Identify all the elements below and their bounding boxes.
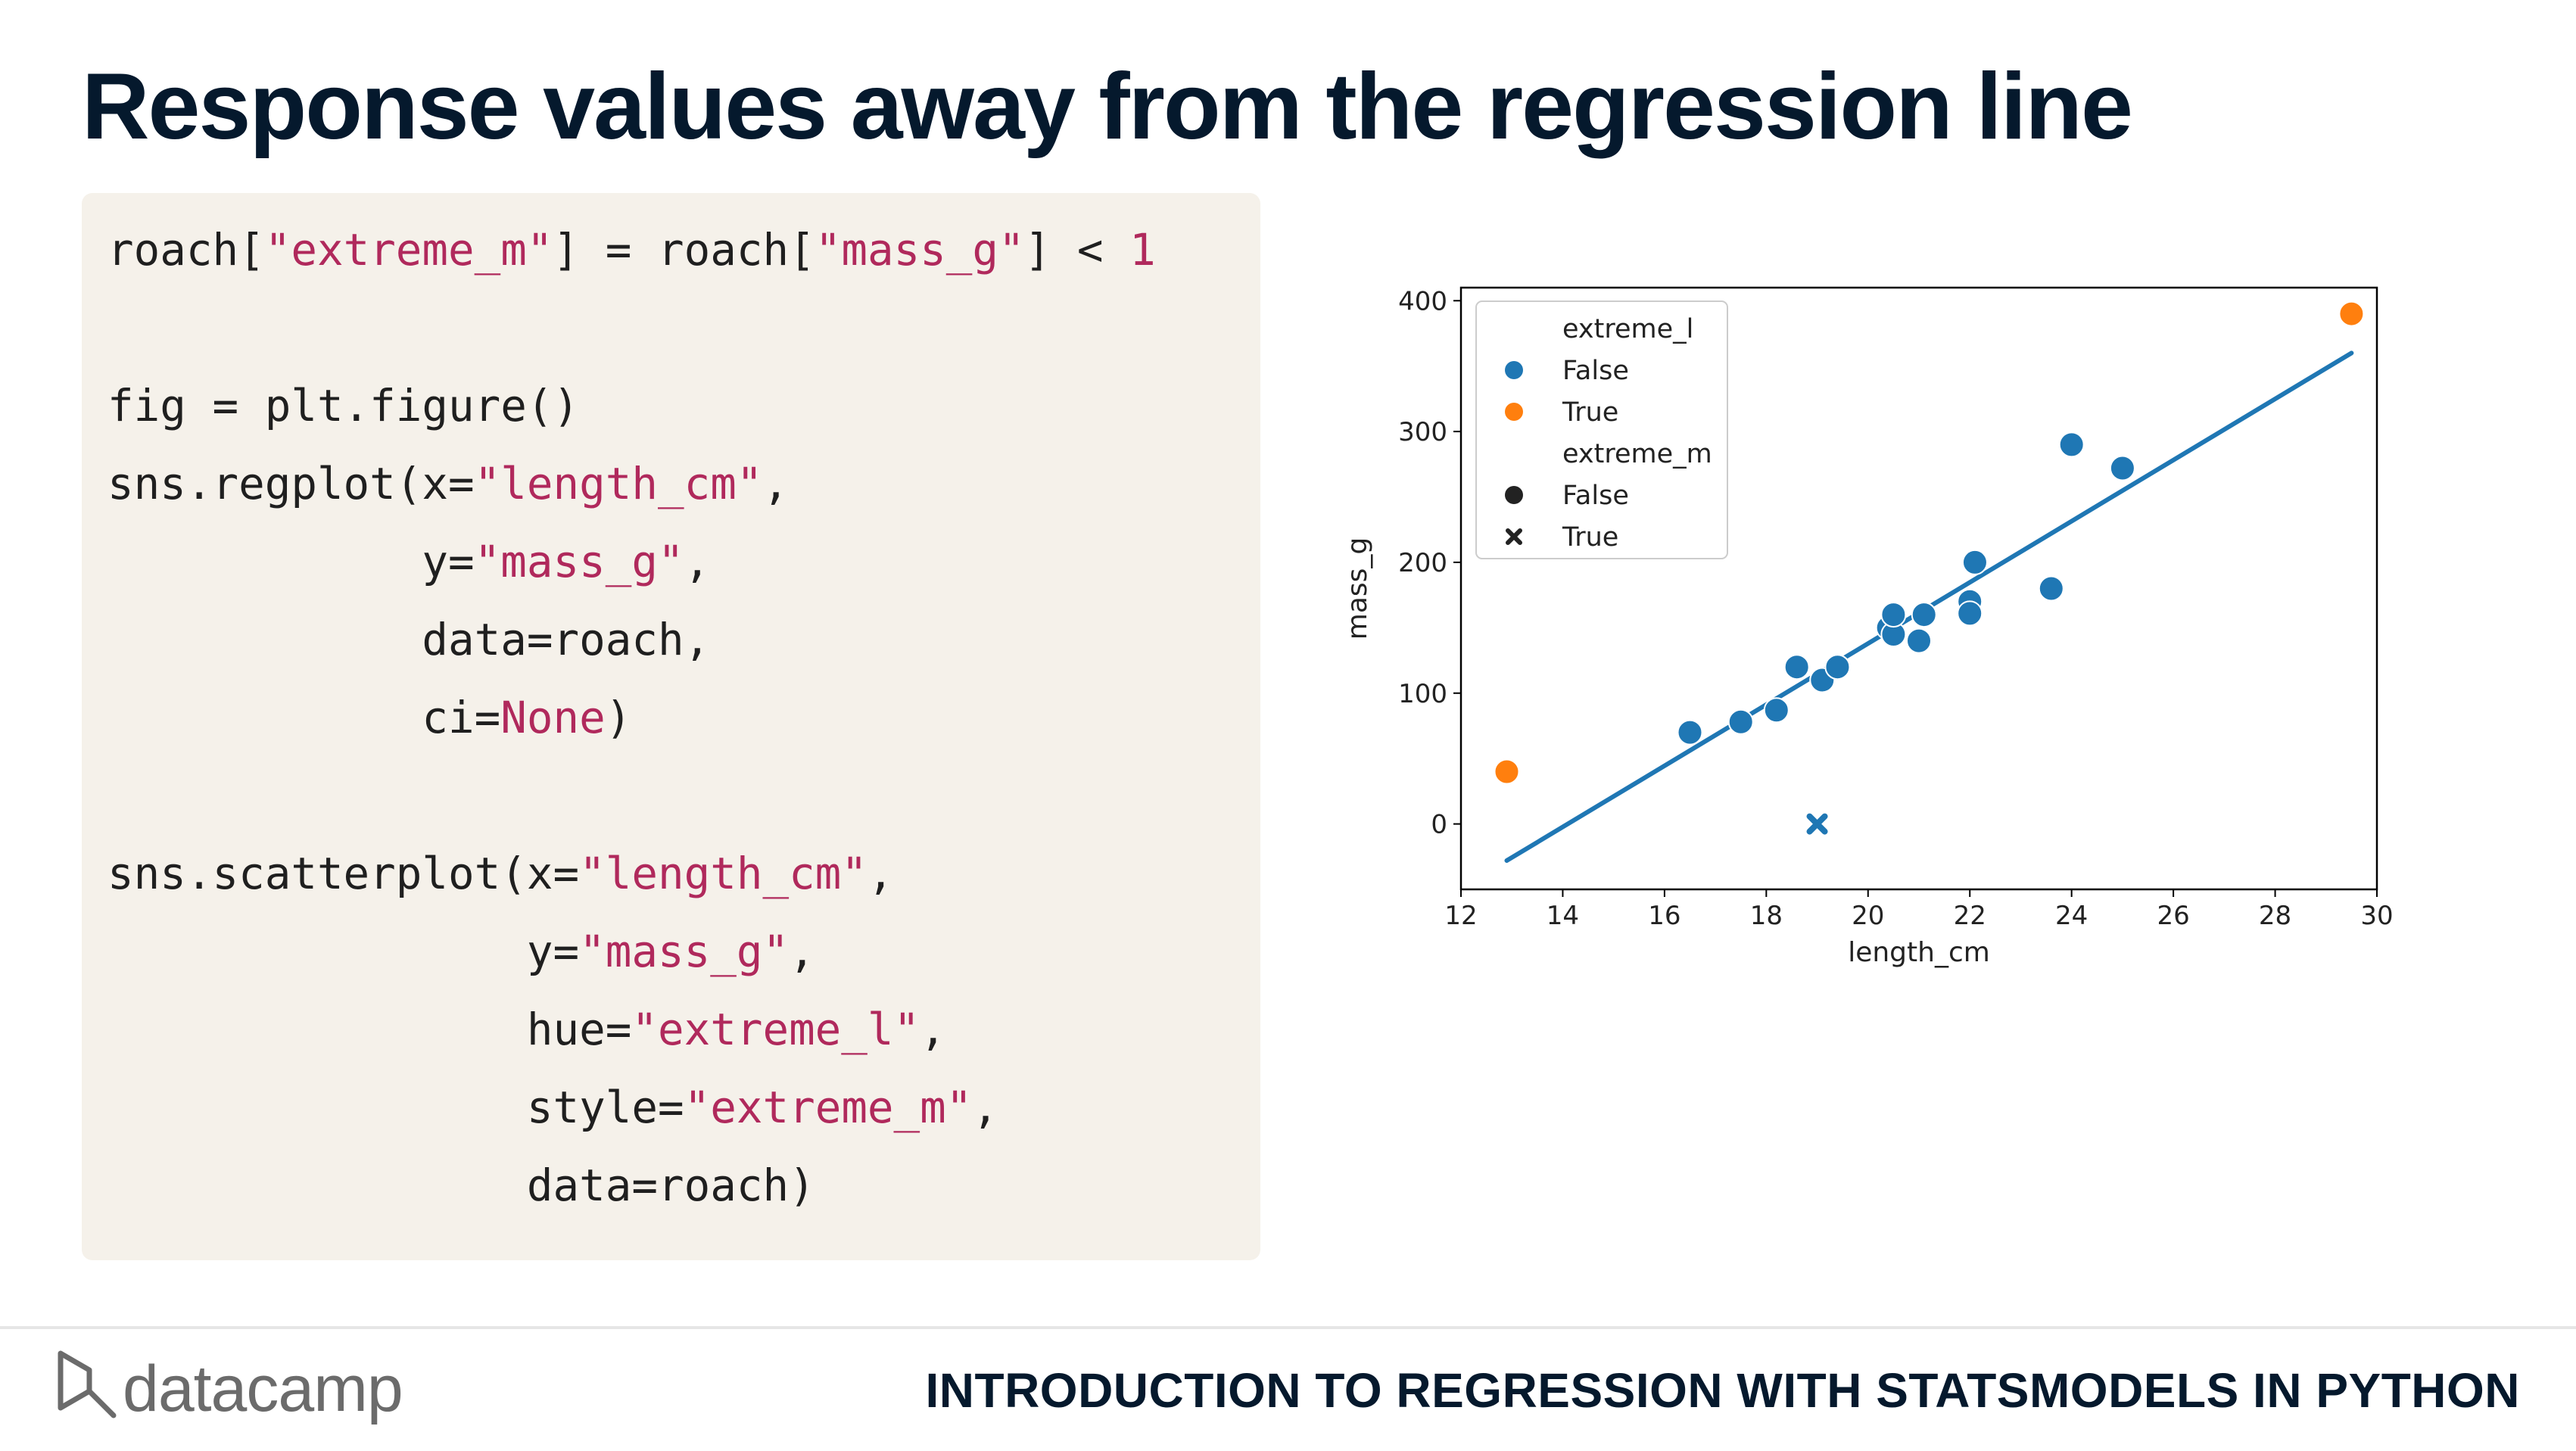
legend-label: True [1562,522,1618,553]
code-token: ] = roach[ [553,225,815,276]
plot-frame [1459,286,2378,891]
code-token: , [867,848,894,899]
course-title: INTRODUCTION TO REGRESSION WITH STATSMOD… [925,1363,2520,1418]
code-line: y="mass_g", [107,537,710,587]
x-tick-label: 20 [1852,901,1884,931]
legend-label: extreme_m [1562,439,1712,469]
legend-marker-x [1506,528,1522,545]
code-token: data=roach) [107,1160,815,1211]
code-token: ci= [107,693,501,743]
code-line: ci=None) [107,693,631,743]
code-line: sns.scatterplot(x="length_cm", [107,848,894,899]
legend-marker [1505,403,1523,421]
data-point [1961,549,1988,575]
legend-box [1475,300,1728,559]
x-axis-label: length_cm [1848,937,1990,968]
code-token: , [789,926,815,977]
code-token: ] < [1024,225,1130,276]
code-token: , [762,459,790,509]
datacamp-logo-icon [58,1350,117,1418]
code-line: style="extreme_m", [107,1082,998,1133]
code-token: "extreme_l" [631,1004,920,1055]
data-point [1677,719,1703,746]
code-line: data=roach) [107,1160,815,1211]
y-tick-label: 400 [1398,286,1447,316]
data-point [1906,627,1932,654]
data-point [1494,758,1520,785]
code-token: , [920,1004,946,1055]
code-line: sns.regplot(x="length_cm", [107,459,789,509]
data-point [1911,602,1937,628]
code-text: roach["extreme_m"] = roach["mass_g"] < 1… [107,211,1156,1225]
datacamp-logo: datacamp [53,1347,447,1431]
data-point-x-stroke [1806,813,1828,835]
slide-title: Response values away from the regression… [82,54,2133,159]
x-tick-label: 16 [1648,901,1680,931]
data-point [1880,602,1907,628]
legend-marker [1505,361,1523,379]
code-token: y= [107,926,580,977]
legend-label: True [1562,397,1618,428]
code-token: "length_cm" [579,848,867,899]
y-tick-label: 100 [1398,679,1447,709]
x-tick-label: 30 [2360,901,2393,931]
code-line: y="mass_g", [107,926,815,977]
code-token: fig = plt.figure() [107,381,580,431]
code-token: "mass_g" [474,537,684,587]
x-tick-label: 18 [1750,901,1783,931]
data-point [1727,708,1754,735]
code-token: hue= [107,1004,632,1055]
code-token: "mass_g" [579,926,790,977]
code-token: roach[ [107,225,265,276]
data-point [2058,431,2085,458]
legend-label: extreme_l [1562,314,1693,344]
data-point [1957,600,1983,627]
code-token: None [500,693,606,743]
data-point [2038,575,2064,602]
data-point [2109,455,2135,481]
data-point [1824,654,1851,680]
code-token: , [972,1082,999,1133]
legend-label: False [1562,356,1629,386]
code-token: sns.scatterplot(x= [107,848,580,899]
code-token: "mass_g" [815,225,1025,276]
code-token: "extreme_m" [684,1082,973,1133]
code-token: data=roach, [107,615,711,665]
legend-marker [1505,486,1523,504]
y-tick-label: 300 [1398,417,1447,447]
x-tick-label: 14 [1547,901,1579,931]
legend-marker-x-stroke [1506,528,1522,545]
x-tick-label: 22 [1954,901,1986,931]
code-token: style= [107,1082,684,1133]
code-token: sns.regplot(x= [107,459,475,509]
code-line: roach["extreme_m"] = roach["mass_g"] < 1 [107,225,1156,276]
code-block: roach["extreme_m"] = roach["mass_g"] < 1… [82,193,1260,1260]
code-token: 1 [1129,225,1156,276]
data-point [1763,697,1789,724]
data-point [1783,654,1810,680]
x-tick-label: 28 [2259,901,2291,931]
code-token: ) [605,693,632,743]
x-tick-label: 26 [2157,901,2189,931]
code-line: fig = plt.figure() [107,381,579,431]
legend-label: False [1562,481,1629,511]
brand-name: datacamp [123,1353,403,1425]
scatter-chart: 12 14 16 18 20 22 24 26 28 30 0 100 200 300 400 length_… [1332,272,2407,992]
y-tick-label: 200 [1398,548,1447,578]
code-token: , [684,537,711,587]
footer-divider [0,1326,2576,1329]
y-axis-label: mass_g [1342,537,1373,640]
data-point [2338,300,2365,327]
chart-svg: 12 14 16 18 20 22 24 26 28 300100200300400length_… [1342,286,2394,968]
code-token: y= [107,537,475,587]
x-tick-label: 24 [2055,901,2088,931]
code-token: "length_cm" [474,459,763,509]
code-line: data=roach, [107,615,710,665]
x-tick-label: 12 [1444,901,1477,931]
code-token: "extreme_m" [264,225,553,276]
y-tick-label: 0 [1431,810,1447,840]
code-line: hue="extreme_l", [107,1004,946,1055]
data-point-x [1806,813,1828,835]
